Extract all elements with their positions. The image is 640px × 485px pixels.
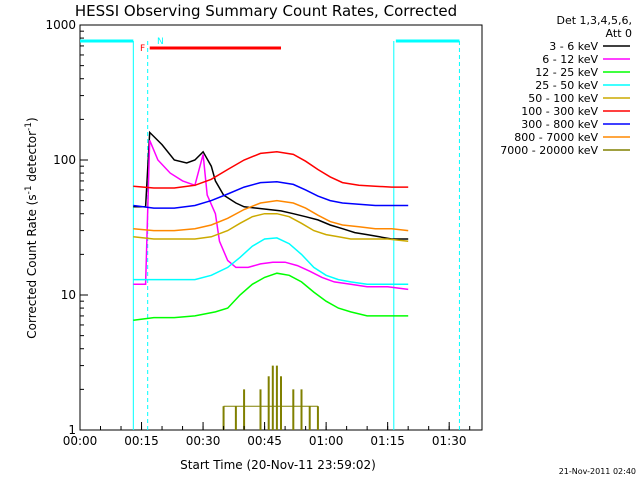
series-3-line	[133, 237, 409, 286]
series-2	[133, 272, 409, 322]
series-4-line	[133, 212, 409, 243]
y-tick-label-3: 1000	[45, 18, 76, 32]
x-tick-label-1: 00:15	[124, 434, 159, 448]
series-8	[222, 365, 319, 430]
x-tick-label-4: 01:00	[309, 434, 344, 448]
series-3	[133, 237, 409, 286]
legend-label-2: 12 - 25 keV	[535, 66, 598, 79]
legend-label-5: 100 - 300 keV	[521, 105, 598, 118]
x-axis-label: Start Time (20-Nov-11 23:59:02)	[180, 458, 376, 472]
y-tick-label-2: 100	[53, 153, 76, 167]
series-5	[133, 151, 409, 189]
y-tick-label-0: 1	[68, 423, 76, 437]
x-tick-label-0: 00:00	[63, 434, 98, 448]
series-7-line	[133, 199, 409, 232]
chart-title: HESSI Observing Summary Count Rates, Cor…	[75, 2, 457, 20]
legend-label-8: 7000 - 20000 keV	[500, 144, 598, 157]
series-1	[133, 140, 409, 291]
series-5-line	[133, 151, 409, 189]
legend-label-3: 25 - 50 keV	[535, 79, 598, 92]
series-6-line	[133, 181, 409, 209]
plot-area: FN	[79, 24, 483, 431]
x-tick-label-3: 00:45	[247, 434, 282, 448]
x-tick-label-5: 01:15	[370, 434, 405, 448]
legend-label-0: 3 - 6 keV	[549, 40, 598, 53]
legend-label-4: 50 - 100 keV	[528, 92, 598, 105]
series-1-line	[133, 140, 409, 291]
legend-label-7: 800 - 7000 keV	[514, 131, 598, 144]
flag-label-N: N	[157, 37, 164, 47]
series-7	[133, 199, 409, 232]
series-4	[133, 212, 409, 243]
legend-label-1: 6 - 12 keV	[542, 53, 598, 66]
legend-header-line-2: Att 0	[606, 27, 632, 40]
x-tick-label-6: 01:30	[432, 434, 467, 448]
y-axis: 1 10 100 1000	[45, 18, 88, 437]
series-2-line	[133, 272, 409, 322]
series-6	[133, 181, 409, 209]
x-axis: 00:00 00:15 00:30 00:45 01:00 01:15 01:30	[63, 422, 471, 448]
footer-timestamp: 21-Nov-2011 02:40	[559, 467, 636, 476]
x-tick-label-2: 00:30	[186, 434, 221, 448]
y-axis-label: Corrected Count Rate (s-1 detector-1)	[24, 117, 39, 338]
flag-label-F: F	[140, 44, 145, 54]
legend-label-6: 300 - 800 keV	[521, 118, 598, 131]
y-tick-label-1: 10	[61, 288, 76, 302]
legend-header-line-1: Det 1,3,4,5,6,	[556, 14, 632, 27]
